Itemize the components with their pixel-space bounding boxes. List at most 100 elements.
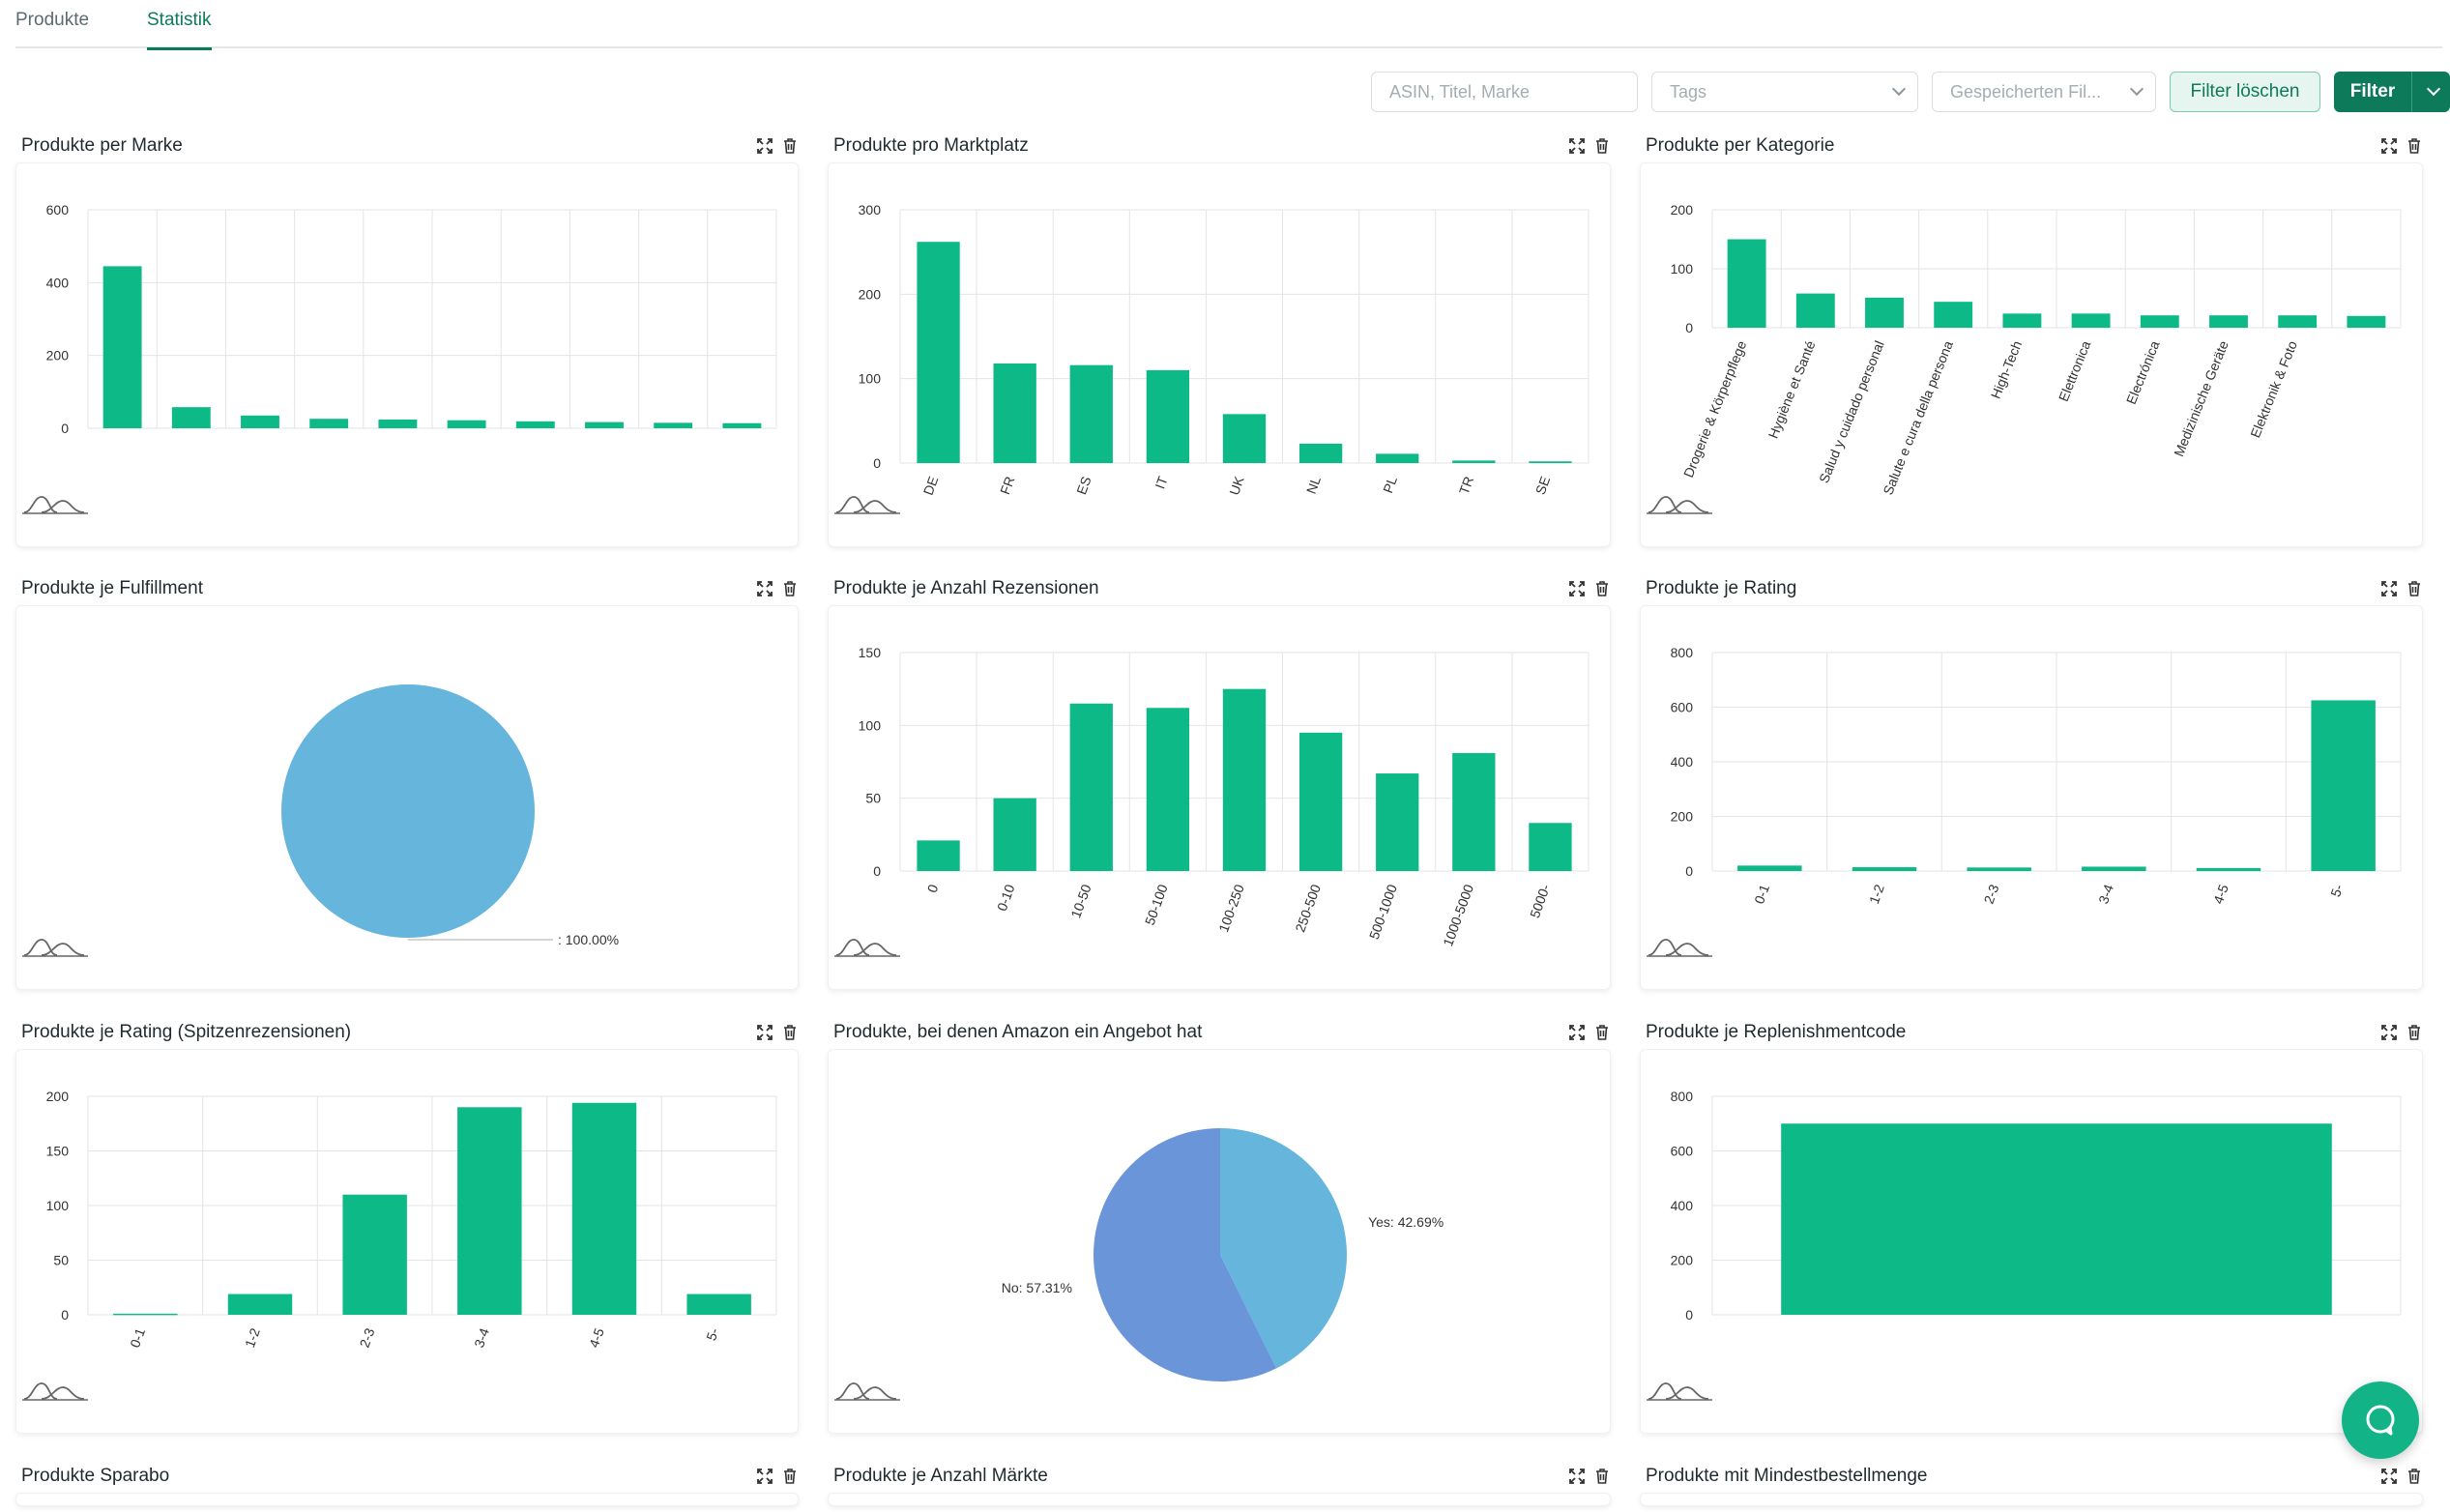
bar-salud-y-cuidado-personal: [1865, 297, 1904, 328]
help-chat-button[interactable]: [2342, 1381, 2419, 1459]
trash-icon[interactable]: [1593, 1024, 1611, 1041]
bar-high-tech: [2002, 313, 2042, 328]
tags-select[interactable]: Tags: [1651, 72, 1918, 112]
trash-icon[interactable]: [2406, 580, 2423, 597]
expand-icon[interactable]: [1568, 580, 1586, 597]
bar-2: [171, 407, 211, 428]
chart-type-toggle-icon[interactable]: [1647, 936, 1712, 962]
x-tick-label: 10-50: [1067, 882, 1094, 919]
x-tick-label: Medizinische Geräte: [2171, 338, 2231, 459]
widget-actions: [756, 137, 799, 155]
chart-type-toggle-icon[interactable]: [834, 1380, 900, 1406]
x-tick-label: 2-3: [357, 1325, 378, 1350]
bar-de: [917, 242, 960, 463]
x-tick-label: 3-4: [471, 1325, 492, 1350]
trash-icon[interactable]: [2406, 137, 2423, 155]
bar-5: [2311, 700, 2376, 871]
widget-title: Produkte per Kategorie: [1646, 135, 1835, 156]
chart-card: 0 50 100 150 0 0-10 10-50 50-100 100-250 250-500 5…: [828, 605, 1611, 990]
trash-icon[interactable]: [781, 137, 799, 155]
chart-type-toggle-icon[interactable]: [1647, 493, 1712, 519]
bar-250-500: [1298, 732, 1343, 871]
y-tick-label: 0: [873, 863, 881, 879]
x-tick-label: NL: [1303, 474, 1324, 495]
trash-icon[interactable]: [781, 1468, 799, 1485]
widget-title: Produkte pro Marktplatz: [833, 135, 1029, 156]
bar-medizinische-ger-te: [2209, 315, 2248, 328]
expand-icon[interactable]: [1568, 137, 1586, 155]
trash-icon[interactable]: [1593, 1468, 1611, 1485]
expand-icon[interactable]: [756, 580, 773, 597]
chart-type-toggle-icon[interactable]: [22, 493, 88, 519]
x-tick-label: 0: [924, 882, 942, 894]
expand-icon[interactable]: [1568, 1024, 1586, 1041]
bar-hygi-ne-et-sant: [1795, 293, 1835, 328]
bar-uk: [1222, 414, 1267, 463]
bar-10-50: [1069, 703, 1113, 871]
chevron-down-icon: [1891, 81, 1907, 97]
trash-icon[interactable]: [781, 580, 799, 597]
widget-title: Produkte je Replenishmentcode: [1646, 1022, 1907, 1042]
expand-icon[interactable]: [1568, 1468, 1586, 1485]
y-tick-label: 600: [1671, 1144, 1694, 1159]
pie-label: : 100.00%: [558, 932, 619, 947]
widget-title: Produkte je Rating (Spitzenrezensionen): [21, 1022, 352, 1042]
trash-icon[interactable]: [781, 1024, 799, 1041]
expand-icon[interactable]: [756, 1468, 773, 1485]
bar-elektronik-foto: [2278, 315, 2318, 328]
widget-actions: [756, 580, 799, 597]
chevron-down-icon[interactable]: [2426, 81, 2441, 97]
x-tick-label: IT: [1152, 474, 1170, 491]
tab-bar: Produkte Statistik: [15, 0, 2442, 50]
bar-0-1: [1737, 865, 1802, 871]
chart-type-toggle-icon[interactable]: [22, 936, 88, 962]
chart-card: 0 100 200 300 DE FR ES IT UK NL PL TR SE: [828, 162, 1611, 547]
x-tick-label: 3-4: [2095, 882, 2116, 906]
chart-produkte-per-marke: 0 200 400 600: [46, 202, 777, 436]
trash-icon[interactable]: [2406, 1468, 2423, 1485]
expand-icon[interactable]: [756, 1024, 773, 1041]
x-tick-label: UK: [1226, 474, 1247, 497]
expand-icon[interactable]: [2380, 580, 2398, 597]
bar-4: [309, 419, 349, 428]
filter-bar: ASIN, Titel, Marke Tags Gespeicherten Fi…: [0, 72, 2450, 112]
bar-4-5: [2196, 867, 2261, 871]
tab-statistik[interactable]: Statistik: [147, 10, 212, 50]
bar-7: [515, 421, 555, 428]
chart-produkte-per-kategorie: 0 100 200 Drogerie & Körperpflege Hygiène et…: [1671, 202, 2402, 497]
bar-1: [102, 266, 142, 428]
bar-3-4: [2082, 866, 2146, 871]
x-tick-label: TR: [1456, 475, 1476, 497]
expand-icon[interactable]: [756, 137, 773, 155]
search-input[interactable]: ASIN, Titel, Marke: [1371, 72, 1638, 112]
y-tick-label: 600: [1671, 700, 1694, 715]
saved-filter-select[interactable]: Gespeicherten Fil...: [1932, 72, 2156, 112]
chart-type-toggle-icon[interactable]: [834, 493, 900, 519]
chart-card: 0 200 400 600 800: [1640, 1049, 2423, 1434]
widget-title: Produkte je Rating: [1646, 578, 1797, 598]
chart-produkte-pro-marktplatz: 0 100 200 300 DE FR ES IT UK NL PL TR SE: [859, 202, 1590, 497]
trash-icon[interactable]: [2406, 1024, 2423, 1041]
filter-button[interactable]: Filter: [2334, 72, 2450, 112]
trash-icon[interactable]: [1593, 580, 1611, 597]
chart-type-toggle-icon[interactable]: [834, 936, 900, 962]
widget-actions: [2380, 137, 2423, 155]
tab-produkte[interactable]: Produkte: [15, 10, 90, 30]
x-tick-label: PL: [1380, 474, 1400, 495]
clear-filter-button[interactable]: Filter löschen: [2170, 72, 2320, 112]
expand-icon[interactable]: [2380, 1468, 2398, 1485]
bar-1000-5000: [1452, 752, 1496, 871]
widget-actions: [1568, 1024, 1611, 1041]
expand-icon[interactable]: [2380, 1024, 2398, 1041]
trash-icon[interactable]: [1593, 137, 1611, 155]
x-tick-label: Salud y cuidado personal: [1816, 338, 1887, 485]
chevron-down-icon: [2129, 81, 2144, 97]
chart-type-toggle-icon[interactable]: [1647, 1380, 1712, 1406]
chart-type-toggle-icon[interactable]: [22, 1380, 88, 1406]
widget-title: Produkte je Anzahl Märkte: [833, 1466, 1048, 1486]
search-placeholder: ASIN, Titel, Marke: [1389, 81, 1531, 102]
x-tick-label: 0-1: [127, 1325, 148, 1350]
bar-5: [378, 419, 418, 428]
expand-icon[interactable]: [2380, 137, 2398, 155]
y-tick-label: 400: [1671, 754, 1694, 770]
